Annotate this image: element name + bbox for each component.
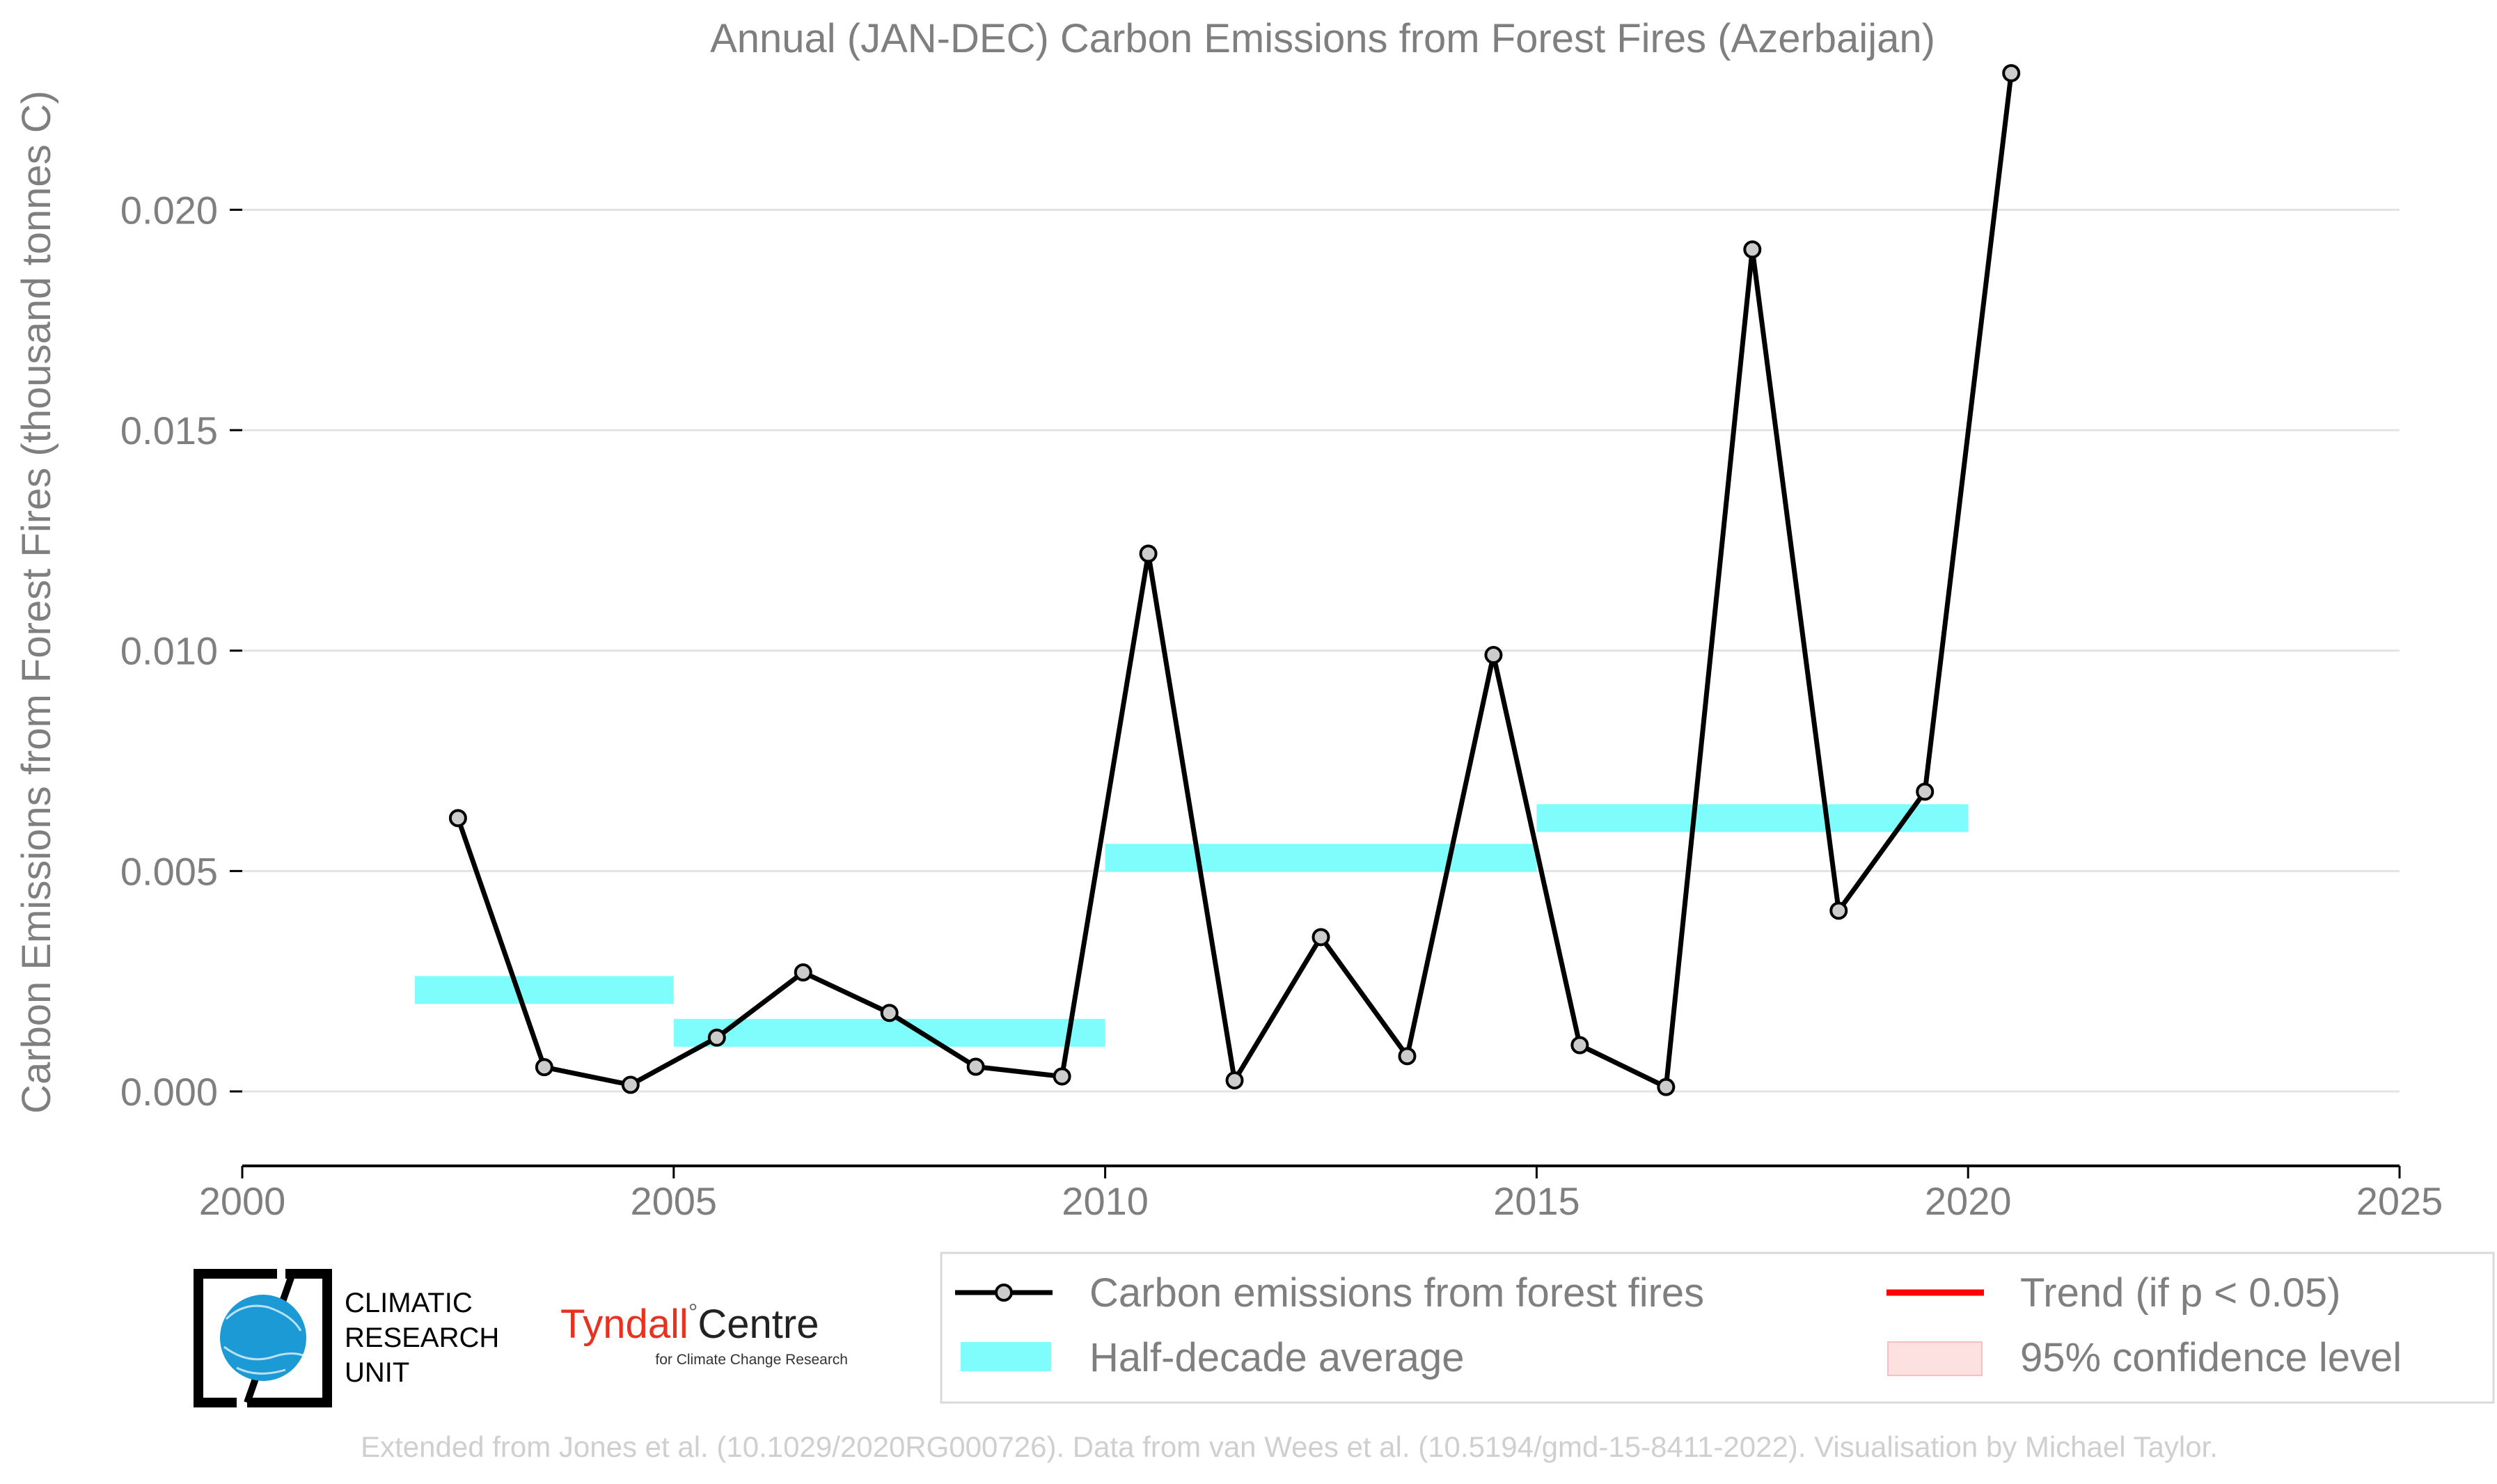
data-point-3 xyxy=(707,1028,726,1047)
x-tick-label-3: 2015 xyxy=(1493,1179,1580,1223)
data-point-11 xyxy=(1398,1047,1417,1066)
legend-box xyxy=(940,1252,2495,1404)
legend-trend-label: Trend (if p < 0.05) xyxy=(2020,1270,2340,1316)
emissions-series xyxy=(448,64,2021,1096)
chart-title: Annual (JAN-DEC) Carbon Emissions from F… xyxy=(710,16,1935,61)
cru-logo: CLIMATIC RESEARCH UNIT xyxy=(194,1269,499,1407)
data-point-2 xyxy=(621,1075,640,1094)
data-point-1 xyxy=(535,1058,553,1077)
data-point-16 xyxy=(1829,901,1848,920)
tyndall-wordmark: Tyndall°Centre xyxy=(560,1300,819,1347)
x-tick-label-1: 2005 xyxy=(631,1179,718,1223)
data-point-17 xyxy=(1916,782,1935,801)
y-tick-label-4: 0.020 xyxy=(120,188,218,232)
cru-line1: CLIMATIC xyxy=(345,1288,473,1318)
data-point-14 xyxy=(1657,1078,1676,1096)
half-decade-bar-0 xyxy=(414,976,674,1004)
emissions-line xyxy=(455,72,2014,1090)
legend-average-swatch xyxy=(961,1342,1051,1371)
y-tick-label-3: 0.015 xyxy=(120,409,218,452)
y-tick-label-2: 0.010 xyxy=(120,629,218,673)
cru-line2: RESEARCH xyxy=(345,1323,499,1353)
x-tick-label-0: 2000 xyxy=(199,1179,286,1223)
y-tick-label-0: 0.000 xyxy=(120,1070,218,1114)
half-decade-bar-1 xyxy=(673,1018,1105,1047)
data-point-12 xyxy=(1484,646,1503,665)
footer-credit: Extended from Jones et al. (10.1029/2020… xyxy=(361,1430,2218,1463)
data-point-5 xyxy=(880,1004,899,1023)
y-axis-label: Carbon Emissions from Forest Fires (thou… xyxy=(14,90,59,1114)
data-point-18 xyxy=(2002,64,2021,83)
gridlines: 0.000 0.005 0.010 0.015 0.020 xyxy=(120,188,2400,1114)
tyndall-subtitle: for Climate Change Research xyxy=(655,1352,848,1368)
data-point-15 xyxy=(1743,240,1762,259)
data-point-13 xyxy=(1570,1036,1589,1055)
y-tick-label-1: 0.005 xyxy=(120,849,218,893)
legend-confidence-label: 95% confidence level xyxy=(2020,1335,2402,1380)
cru-line3: UNIT xyxy=(345,1357,409,1388)
legend-marker-swatch xyxy=(995,1284,1013,1302)
data-point-9 xyxy=(1225,1071,1244,1090)
data-point-6 xyxy=(966,1057,985,1076)
legend-average-label: Half-decade average xyxy=(1089,1335,1464,1380)
data-point-7 xyxy=(1053,1067,1071,1086)
x-tick-label-4: 2020 xyxy=(1925,1179,2012,1223)
legend-confidence-swatch xyxy=(1887,1341,1983,1376)
half-decade-average-bars xyxy=(414,804,1969,1047)
legend-emissions-label: Carbon emissions from forest fires xyxy=(1089,1270,1704,1316)
data-point-0 xyxy=(448,809,467,828)
data-point-8 xyxy=(1139,544,1158,563)
x-tick-label-2: 2010 xyxy=(1062,1179,1149,1223)
data-point-4 xyxy=(794,963,812,982)
legend: Carbon emissions from forest fires Half-… xyxy=(940,1252,2495,1404)
tyndall-logo: Tyndall°Centre for Climate Change Resear… xyxy=(560,1300,848,1368)
x-tick-label-5: 2025 xyxy=(2356,1179,2443,1223)
half-decade-bar-2 xyxy=(1105,844,1537,872)
x-axis: 2000 2005 2010 2015 2020 2025 xyxy=(199,1165,2443,1223)
globe-icon xyxy=(220,1295,306,1381)
data-point-10 xyxy=(1311,928,1330,947)
